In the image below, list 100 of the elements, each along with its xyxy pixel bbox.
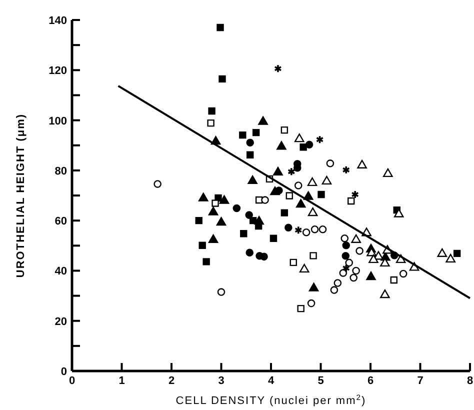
point [198, 192, 208, 202]
x-tick-label: 6 [367, 375, 374, 387]
point [299, 264, 310, 273]
point [342, 264, 350, 273]
point [195, 216, 202, 224]
x-tick-label: 0 [68, 375, 76, 387]
point [310, 252, 317, 260]
point [453, 250, 461, 258]
point [208, 107, 216, 115]
point [310, 225, 319, 234]
point [154, 180, 162, 188]
point [216, 24, 224, 32]
x-tick-label: 1 [118, 375, 125, 387]
y-tick-label: 80 [54, 165, 67, 178]
x-tick-label: 7 [417, 375, 424, 387]
x-tick-label: 2 [168, 375, 175, 387]
y-tick-label: 120 [48, 65, 67, 78]
point [280, 126, 288, 134]
point [305, 140, 314, 148]
point [383, 168, 393, 178]
point [290, 258, 297, 266]
point [296, 198, 306, 208]
point [294, 182, 302, 190]
point [273, 166, 283, 176]
point [208, 206, 218, 216]
point [302, 228, 310, 236]
point [351, 234, 361, 243]
point [308, 207, 318, 216]
point [284, 224, 292, 232]
point [350, 274, 358, 282]
point [390, 276, 398, 284]
point [352, 266, 360, 275]
point [240, 230, 248, 238]
point [446, 254, 456, 263]
point [246, 248, 254, 257]
x-tick-label: 3 [218, 375, 224, 387]
point [248, 175, 258, 184]
point [316, 135, 324, 144]
point [351, 190, 360, 199]
x-tick-label: 8 [466, 375, 474, 387]
point [198, 242, 206, 249]
point [330, 286, 338, 294]
y-tick-label: 140 [48, 15, 67, 27]
point [297, 304, 304, 312]
point [366, 271, 376, 280]
point [246, 151, 254, 158]
point [207, 119, 214, 127]
point [307, 299, 316, 308]
point [216, 217, 226, 226]
point [345, 258, 353, 267]
point [254, 216, 264, 225]
point [339, 269, 348, 277]
point [252, 128, 260, 136]
point [270, 186, 280, 196]
point [274, 64, 282, 74]
y-tick-label: 60 [54, 216, 67, 228]
y-tick-label: 0 [60, 366, 67, 378]
point [368, 254, 378, 264]
point [318, 190, 325, 198]
point [437, 248, 448, 257]
point [212, 200, 219, 207]
point [326, 160, 334, 168]
y-tick-label: 100 [48, 115, 67, 128]
y-tick-label: 40 [54, 266, 67, 278]
point [245, 211, 253, 219]
point [246, 138, 254, 146]
point [399, 270, 408, 278]
point [308, 282, 319, 292]
x-tick-label: 5 [318, 375, 324, 387]
point [280, 209, 288, 216]
point [374, 251, 384, 260]
x-axis-title: CELL DENSITY (nuclei per mm$^{2}$) [176, 392, 366, 407]
y-tick-label: 20 [54, 316, 67, 328]
point [287, 167, 296, 176]
point [300, 144, 307, 151]
point [322, 176, 332, 185]
y-axis-title: UROTHELIAL HEIGHT (μm) [15, 113, 27, 278]
point [208, 234, 218, 243]
point [260, 252, 268, 261]
point [258, 116, 268, 125]
point [357, 160, 367, 168]
point [342, 166, 350, 174]
point [307, 177, 318, 186]
point [348, 197, 355, 205]
point [342, 242, 350, 250]
point [232, 204, 241, 212]
point [294, 226, 302, 235]
point [218, 75, 226, 83]
point [318, 225, 327, 234]
point [303, 191, 314, 200]
point [202, 258, 210, 266]
point [219, 195, 230, 204]
point [294, 134, 304, 142]
point [356, 247, 364, 255]
point [380, 289, 390, 298]
point [270, 234, 278, 242]
point [239, 131, 246, 139]
point [217, 288, 226, 296]
x-tick-label: 4 [268, 375, 275, 387]
point [261, 196, 269, 204]
